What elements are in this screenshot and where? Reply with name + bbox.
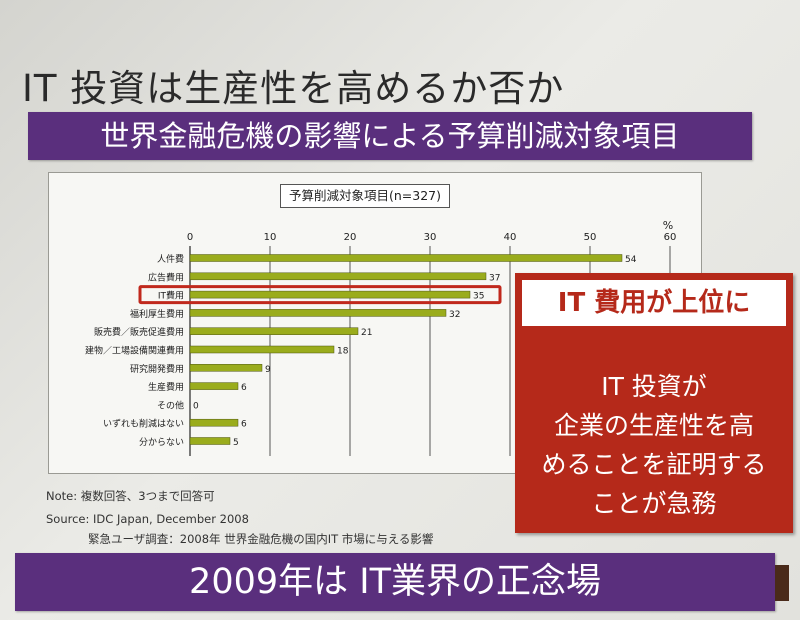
- bar-value-label: 0: [193, 401, 199, 411]
- bar: [189, 364, 263, 372]
- chart-source: Source: IDC Japan, December 2008: [46, 512, 249, 526]
- callout-body: IT 投資が 企業の生産性を高 めることを証明する ことが急務: [515, 367, 793, 523]
- category-label: 建物／工場設備関連費用: [85, 345, 184, 357]
- category-label: 販売費／販売促進費用: [94, 326, 184, 338]
- category-label: 福利厚生費用: [130, 308, 184, 320]
- x-tick-label: 60: [664, 232, 677, 243]
- category-label: 分からない: [139, 437, 184, 448]
- bar-value-label: 6: [241, 383, 247, 393]
- bar: [189, 437, 231, 445]
- bar-value-label: 37: [489, 273, 500, 283]
- x-tick-label: 20: [344, 232, 357, 243]
- callout-line: 企業の生産性を高: [553, 411, 754, 440]
- bar-value-label: 5: [233, 438, 239, 448]
- x-tick-label: 0: [187, 232, 193, 243]
- bar: [189, 254, 623, 262]
- callout-line: ことが急務: [591, 489, 717, 518]
- bar-value-label: 6: [241, 420, 247, 430]
- corner-mark: [775, 565, 789, 601]
- bar-value-label: 32: [449, 310, 460, 320]
- category-label: いずれも削減はない: [103, 418, 184, 430]
- callout-line: めることを証明する: [541, 450, 767, 479]
- bar: [189, 327, 359, 335]
- bar: [189, 290, 471, 299]
- bar-value-label: 18: [337, 347, 349, 357]
- category-label: 研究開発費用: [130, 363, 184, 375]
- x-tick-label: 50: [584, 232, 597, 243]
- category-label: 生産費用: [148, 381, 184, 393]
- bar: [189, 272, 487, 281]
- bar-value-label: 9: [265, 365, 271, 375]
- x-tick-label: 30: [424, 232, 437, 243]
- x-tick-label: 10: [264, 232, 277, 243]
- highlight-box: [138, 285, 502, 305]
- survey-caption: 緊急ユーザ調査：2008年 世界金融危機の国内IT 市場に与える影響: [88, 532, 434, 546]
- x-tick-label: 40: [504, 232, 517, 243]
- bar-value-label: 35: [473, 292, 484, 302]
- subtitle-banner: 世界金融危機の影響による予算削減対象項目: [28, 112, 752, 160]
- category-label: その他: [157, 399, 184, 411]
- callout-heading: IT 費用が上位に: [522, 280, 786, 326]
- bar-value-label: 54: [625, 255, 637, 265]
- footer-banner: 2009年は IT業界の正念場: [15, 553, 775, 611]
- bar: [189, 382, 239, 390]
- bar-value-label: 21: [361, 328, 372, 338]
- category-label: 人件費: [157, 253, 184, 265]
- bar: [189, 418, 239, 427]
- chart-title: 予算削減対象項目(n=327): [280, 184, 451, 208]
- axis-unit-label: %: [663, 219, 673, 232]
- callout-box: IT 費用が上位に IT 投資が 企業の生産性を高 めることを証明する ことが急…: [515, 273, 793, 533]
- category-label: IT費用: [158, 290, 184, 302]
- slide-title: IT 投資は生産性を高めるか否か: [22, 67, 565, 110]
- callout-line: IT 投資が: [601, 372, 707, 401]
- bar: [189, 309, 447, 317]
- bar: [189, 345, 335, 354]
- category-label: 広告費用: [148, 271, 184, 283]
- chart-note: Note: 複数回答、3つまで回答可: [46, 489, 215, 503]
